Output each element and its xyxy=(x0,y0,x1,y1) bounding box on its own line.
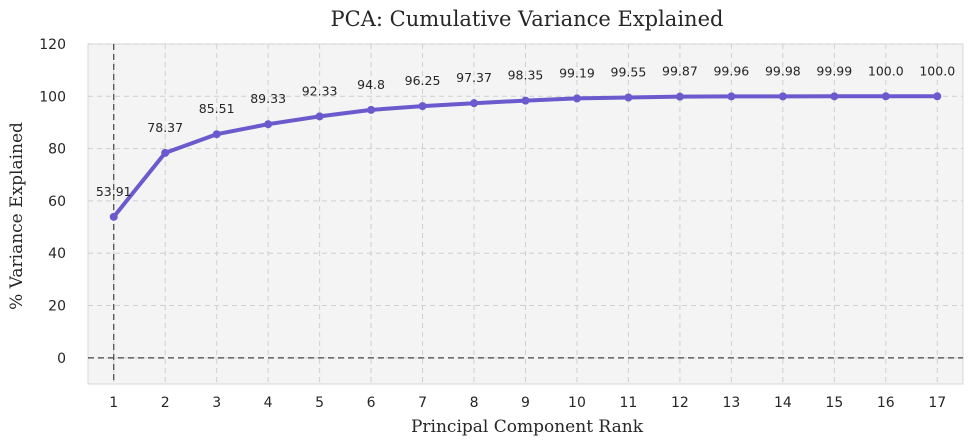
y-tick-label: 100 xyxy=(39,89,66,105)
data-point xyxy=(778,92,787,101)
data-point xyxy=(830,92,839,101)
data-point xyxy=(315,112,324,121)
data-point xyxy=(881,92,890,101)
x-tick-label: 15 xyxy=(825,395,843,411)
x-tick-label: 5 xyxy=(315,395,324,411)
data-label: 98.35 xyxy=(508,68,544,83)
data-label: 100.0 xyxy=(868,63,904,78)
data-point xyxy=(572,94,581,103)
data-label: 78.37 xyxy=(147,120,183,135)
data-point xyxy=(418,102,427,111)
data-label: 99.96 xyxy=(713,63,749,78)
data-label: 99.55 xyxy=(611,64,647,79)
chart-title: PCA: Cumulative Variance Explained xyxy=(331,7,724,31)
x-tick-label: 11 xyxy=(620,395,638,411)
data-label: 97.37 xyxy=(456,70,492,85)
x-tick-label: 14 xyxy=(774,395,792,411)
data-label: 99.98 xyxy=(765,63,801,78)
x-tick-label: 4 xyxy=(264,395,273,411)
x-tick-label: 17 xyxy=(928,395,946,411)
data-label: 85.51 xyxy=(199,101,235,116)
data-point xyxy=(521,96,530,105)
data-label: 96.25 xyxy=(405,73,441,88)
data-point xyxy=(675,92,684,101)
y-tick-label: 20 xyxy=(48,299,66,315)
data-point xyxy=(161,148,170,157)
y-tick-label: 60 xyxy=(48,194,66,210)
x-tick-label: 3 xyxy=(212,395,221,411)
data-point xyxy=(212,130,221,139)
x-tick-label: 16 xyxy=(877,395,895,411)
x-tick-label: 6 xyxy=(367,395,376,411)
data-label: 92.33 xyxy=(302,83,338,98)
x-tick-label: 2 xyxy=(161,395,170,411)
x-tick-label: 8 xyxy=(470,395,479,411)
data-point xyxy=(109,212,118,221)
y-tick-label: 0 xyxy=(57,351,66,367)
data-label: 100.0 xyxy=(919,63,955,78)
x-tick-label: 7 xyxy=(418,395,427,411)
y-tick-label: 40 xyxy=(48,246,66,262)
x-axis-label: Principal Component Rank xyxy=(411,417,644,437)
x-tick-label: 9 xyxy=(521,395,530,411)
data-label: 89.33 xyxy=(250,91,286,106)
x-tick-label: 1 xyxy=(109,395,118,411)
data-label: 99.87 xyxy=(662,64,698,79)
y-tick-label: 80 xyxy=(48,142,66,158)
data-label: 94.8 xyxy=(357,77,385,92)
data-point xyxy=(933,92,942,101)
data-point xyxy=(367,105,376,114)
x-tick-label: 10 xyxy=(568,395,586,411)
y-tick-label: 120 xyxy=(39,37,66,53)
x-tick-label: 12 xyxy=(671,395,689,411)
data-label: 53.91 xyxy=(96,184,132,199)
data-point xyxy=(727,92,736,101)
y-axis-label: % Variance Explained xyxy=(7,122,27,310)
data-label: 99.19 xyxy=(559,65,595,80)
data-label: 99.99 xyxy=(816,63,852,78)
x-tick-label: 13 xyxy=(722,395,740,411)
data-point xyxy=(470,99,479,108)
data-point xyxy=(264,120,273,129)
data-point xyxy=(624,93,633,102)
